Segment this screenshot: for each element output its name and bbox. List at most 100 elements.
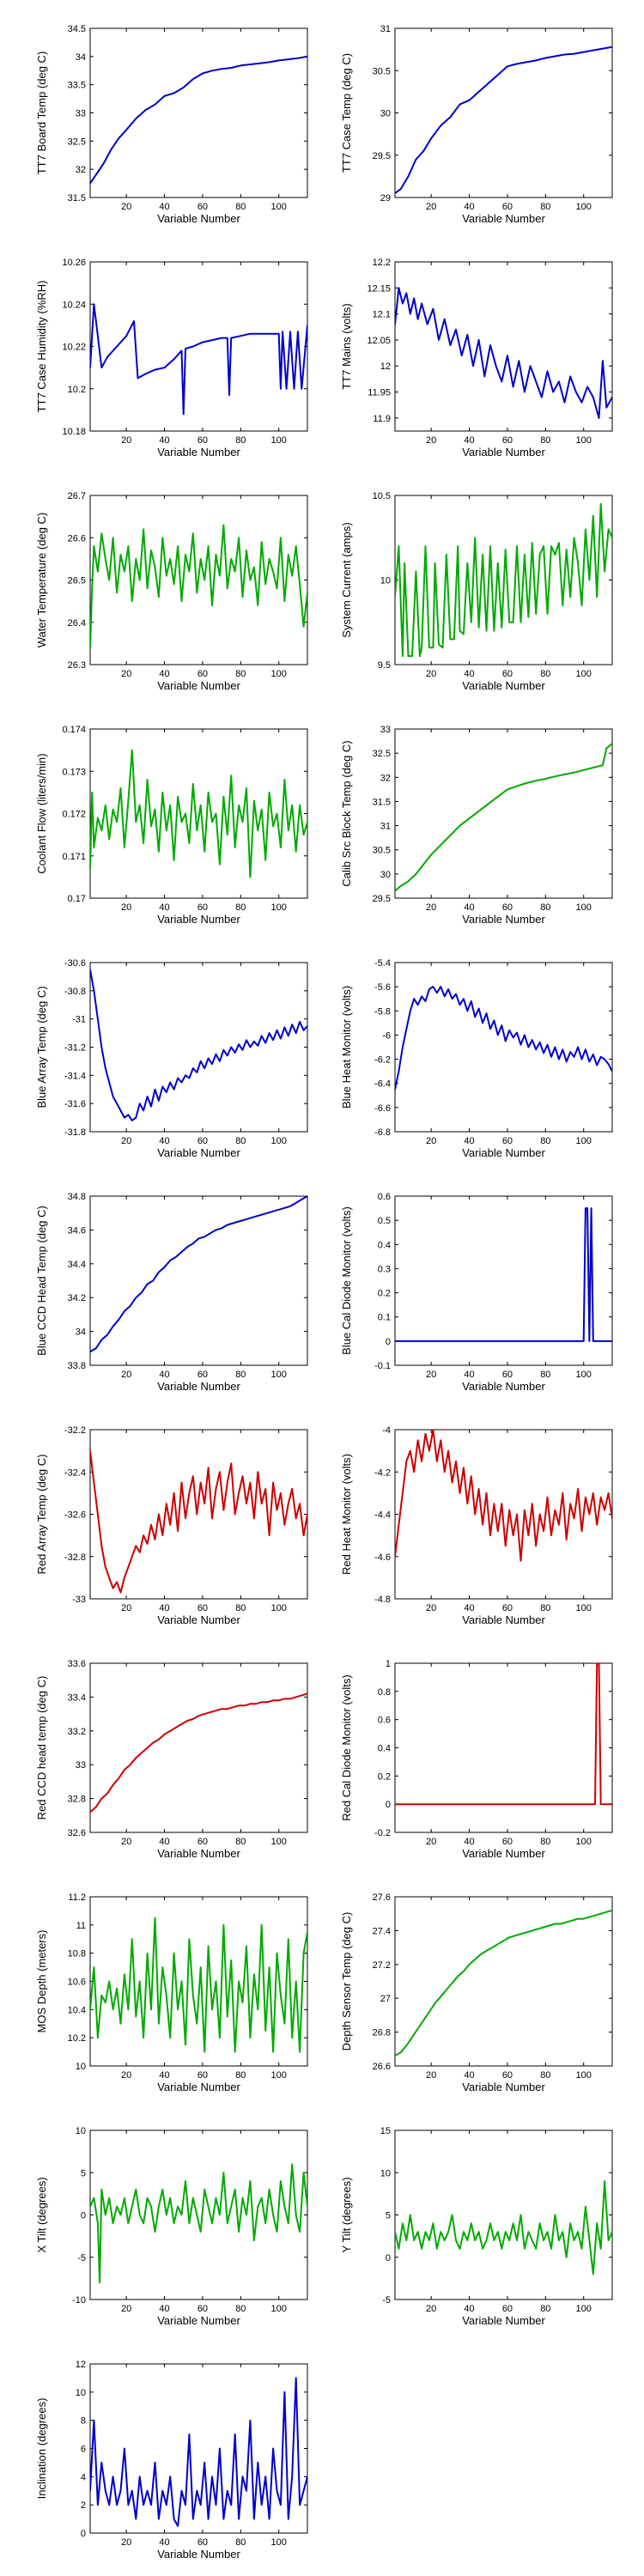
series-line xyxy=(395,1430,612,1562)
y-tick-label: -32.6 xyxy=(64,1510,86,1521)
x-tick-label: 100 xyxy=(271,669,287,679)
chart-panel-3: 20 40 60 80 100 10.18 10.2 10.22 10.24 10.26 Varia… xyxy=(35,258,308,459)
y-tick-label: 11.9 xyxy=(373,414,391,424)
x-tick-label: 40 xyxy=(464,1837,474,1847)
x-tick-label: 40 xyxy=(464,669,474,679)
y-tick-label: 12.05 xyxy=(367,336,391,346)
x-tick-label: 100 xyxy=(271,2304,287,2314)
y-tick-label: 34 xyxy=(76,1327,86,1338)
chart-panel-16: 20 40 60 80 100 -0.2 0 0.2 0.4 0.6 0.8 1 Variable Nu… xyxy=(340,1659,613,1860)
y-tick-label: 31 xyxy=(380,822,391,832)
x-tick-label: 80 xyxy=(540,669,550,679)
x-tick-label: 80 xyxy=(235,902,246,913)
x-tick-label: 100 xyxy=(576,202,592,212)
x-tick-label: 40 xyxy=(159,902,169,913)
chart-panel-11: 20 40 60 80 100 33.8 34 34.2 34.4 34.6 34.8 Variabl… xyxy=(35,1192,308,1393)
x-tick-label: 40 xyxy=(464,902,474,913)
x-axis-label: Variable Number xyxy=(462,913,545,926)
y-tick-label: 0.6 xyxy=(378,1716,391,1726)
x-tick-label: 60 xyxy=(197,1837,208,1847)
y-tick-label: 30.5 xyxy=(373,846,391,856)
y-tick-label: 34.5 xyxy=(68,24,86,34)
x-axis-label: Variable Number xyxy=(157,679,240,692)
x-tick-label: 40 xyxy=(464,2070,474,2081)
y-tick-label: 10.26 xyxy=(62,258,86,268)
y-tick-label: 31 xyxy=(380,24,391,34)
y-axis-label: Water Temperature (deg C) xyxy=(35,513,48,648)
series-line xyxy=(90,524,307,649)
y-tick-label: -4.8 xyxy=(374,1595,391,1605)
y-tick-label: 34.4 xyxy=(68,1260,86,1270)
y-tick-label: 10 xyxy=(76,2388,86,2398)
x-tick-label: 20 xyxy=(121,1370,131,1380)
y-tick-label: 12 xyxy=(380,361,391,372)
y-tick-label: -4.6 xyxy=(374,1552,391,1563)
x-tick-label: 100 xyxy=(576,669,592,679)
y-tick-label: -31 xyxy=(72,1015,86,1025)
series-line xyxy=(395,1909,612,2057)
series-line xyxy=(90,749,307,878)
y-tick-label: 0.173 xyxy=(62,767,86,777)
x-tick-label: 40 xyxy=(159,1603,169,1613)
chart-panel-5: 20 40 60 80 100 26.3 26.4 26.5 26.6 26.7 Variable … xyxy=(35,491,308,692)
y-tick-label: 0.4 xyxy=(378,1744,391,1754)
chart-panel-10: 20 40 60 80 100 -6.8 -6.6 -6.4 -6.2 -6 -5.8 -5.6 -5.… xyxy=(340,958,613,1159)
x-tick-label: 60 xyxy=(197,1370,208,1380)
series-line xyxy=(90,1692,307,1814)
x-tick-label: 20 xyxy=(121,2304,131,2314)
x-tick-label: 100 xyxy=(271,1837,287,1847)
x-axis-label: Variable Number xyxy=(462,1613,545,1626)
x-tick-label: 100 xyxy=(271,202,287,212)
y-tick-label: 4 xyxy=(81,2472,86,2482)
series-line xyxy=(395,287,612,419)
y-tick-label: 0.171 xyxy=(62,852,86,862)
chart-panel-18: 20 40 60 80 100 26.6 26.8 27 27.2 27.4 27.6 Variabl… xyxy=(340,1893,613,2093)
x-tick-label: 40 xyxy=(464,202,474,212)
y-axis-label: Red CCD head temp (deg C) xyxy=(35,1676,48,1820)
x-tick-label: 100 xyxy=(271,1136,287,1146)
series-line xyxy=(90,1917,307,2053)
x-axis-label: Variable Number xyxy=(462,446,545,459)
series-line xyxy=(90,1449,307,1594)
y-tick-label: 30.5 xyxy=(373,66,391,76)
chart-panel-1: 20 40 60 80 100 31.5 32 32.5 33 33.5 34 34.5 Variabl… xyxy=(35,24,308,225)
y-tick-label: -6.6 xyxy=(374,1103,391,1114)
y-tick-label: 29 xyxy=(380,193,391,204)
x-tick-label: 80 xyxy=(235,1136,246,1146)
x-tick-label: 60 xyxy=(197,2070,208,2081)
plot-frame xyxy=(394,1896,613,2067)
y-tick-label: -0.2 xyxy=(374,1828,391,1838)
y-tick-label: 33 xyxy=(76,109,86,119)
x-tick-label: 100 xyxy=(576,1136,592,1146)
y-tick-label: -6.4 xyxy=(374,1079,391,1090)
x-tick-label: 60 xyxy=(502,1370,513,1380)
y-axis-label: System Current (amps) xyxy=(340,522,353,637)
y-tick-label: 0 xyxy=(386,2253,391,2263)
x-tick-label: 20 xyxy=(121,1603,131,1613)
y-tick-label: 34 xyxy=(76,52,86,63)
y-tick-label: 33.2 xyxy=(68,1727,86,1737)
y-tick-label: 10.2 xyxy=(68,385,86,395)
y-tick-label: -30.6 xyxy=(64,958,86,969)
y-tick-label: 12 xyxy=(76,2360,86,2370)
plot-frame xyxy=(394,1662,613,1833)
y-axis-label: TT7 Case Temp (deg C) xyxy=(340,53,353,173)
x-tick-label: 80 xyxy=(540,1370,550,1380)
x-tick-label: 60 xyxy=(502,435,513,446)
series-line xyxy=(395,1207,612,1342)
x-tick-label: 60 xyxy=(197,669,208,679)
y-tick-label: 34.8 xyxy=(68,1192,86,1202)
x-axis-label: Variable Number xyxy=(157,212,240,225)
y-tick-label: -5.4 xyxy=(374,958,391,969)
x-axis-label: Variable Number xyxy=(462,1146,545,1159)
chart-panel-19: 20 40 60 80 100 -10 -5 0 5 10 Variable Number X Til… xyxy=(35,2126,308,2327)
x-tick-label: 100 xyxy=(271,435,287,446)
x-tick-label: 60 xyxy=(502,1136,513,1146)
y-tick-label: 0.2 xyxy=(378,1289,391,1299)
x-tick-label: 20 xyxy=(426,2304,436,2314)
y-tick-label: 30 xyxy=(380,109,391,119)
x-axis-label: Variable Number xyxy=(157,1847,240,1860)
y-tick-label: 33 xyxy=(380,725,391,735)
y-axis-label: Red Cal Diode Monitor (volts) xyxy=(340,1674,353,1821)
